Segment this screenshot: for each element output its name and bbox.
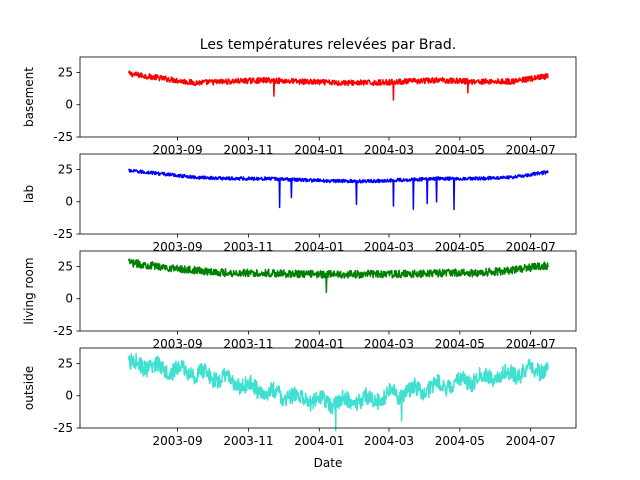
x-tick-label: 2004-01 bbox=[294, 434, 344, 448]
x-tick-label: 2003-09 bbox=[153, 143, 203, 157]
x-tick-label: 2004-01 bbox=[294, 143, 344, 157]
axes-frame bbox=[79, 347, 577, 429]
x-tick-label: 2004-03 bbox=[364, 434, 414, 448]
y-tick-label: 0 bbox=[65, 389, 73, 403]
x-tick-label: 2003-11 bbox=[223, 240, 273, 254]
x-tick-label: 2003-11 bbox=[223, 434, 273, 448]
x-tick-label: 2004-07 bbox=[506, 337, 556, 351]
x-tick-label: 2004-01 bbox=[294, 337, 344, 351]
x-tick-label: 2004-03 bbox=[364, 143, 414, 157]
y-tick-label: -25 bbox=[53, 130, 73, 144]
y-tick-label: -25 bbox=[53, 324, 73, 338]
y-tick-label: 25 bbox=[58, 162, 73, 176]
axes-frame bbox=[79, 153, 577, 235]
y-axis-label: basement bbox=[22, 67, 36, 127]
y-tick-label: 25 bbox=[58, 259, 73, 273]
x-tick-label: 2003-11 bbox=[223, 143, 273, 157]
axes-frame bbox=[79, 250, 577, 332]
x-tick-label: 2004-07 bbox=[506, 240, 556, 254]
panel-outside: -25 0 25 2003-09 2003-11 2004-01 2004-03 2004-0… bbox=[22, 347, 577, 448]
x-tick-label: 2003-09 bbox=[153, 240, 203, 254]
x-tick-label: 2004-03 bbox=[364, 240, 414, 254]
y-tick-label: 0 bbox=[65, 292, 73, 306]
panel-living-room: -25 0 25 2003-09 2003-11 2004-01 2004-03 2004-0… bbox=[22, 250, 577, 351]
series-line-lab bbox=[128, 168, 549, 211]
series-line-living-room bbox=[128, 258, 549, 294]
x-tick-label: 2004-03 bbox=[364, 337, 414, 351]
x-tick-label: 2004-05 bbox=[435, 434, 485, 448]
y-tick-label: -25 bbox=[53, 421, 73, 435]
y-tick-label: 25 bbox=[58, 356, 73, 370]
x-tick-label: 2004-07 bbox=[506, 434, 556, 448]
axes-frame bbox=[79, 56, 577, 138]
x-tick-label: 2004-01 bbox=[294, 240, 344, 254]
y-axis-label: outside bbox=[22, 366, 36, 410]
x-tick-label: 2003-09 bbox=[153, 337, 203, 351]
x-tick-label: 2004-05 bbox=[435, 337, 485, 351]
y-axis-label: lab bbox=[22, 185, 36, 203]
panel-lab: -25 0 25 2003-09 2003-11 2004-01 2004-03 2004-0… bbox=[22, 153, 577, 254]
x-tick-label: 2004-05 bbox=[435, 143, 485, 157]
panel-basement: -25 0 25 2003-09 2003-11 2004-01 2004-03 2004-0… bbox=[22, 56, 577, 157]
x-tick-label: 2004-07 bbox=[506, 143, 556, 157]
x-tick-label: 2004-05 bbox=[435, 240, 485, 254]
y-tick-label: 25 bbox=[58, 65, 73, 79]
x-tick-label: 2003-11 bbox=[223, 337, 273, 351]
x-tick-label: 2003-09 bbox=[153, 434, 203, 448]
x-axis-label: Date bbox=[314, 456, 343, 470]
y-tick-label: 0 bbox=[65, 98, 73, 112]
y-axis-label: living room bbox=[22, 257, 36, 324]
y-tick-label: -25 bbox=[53, 227, 73, 241]
chart-title: Les températures relevées par Brad. bbox=[200, 37, 456, 53]
series-line-basement bbox=[128, 70, 549, 101]
y-tick-label: 0 bbox=[65, 195, 73, 209]
series-line-outside bbox=[128, 352, 549, 432]
